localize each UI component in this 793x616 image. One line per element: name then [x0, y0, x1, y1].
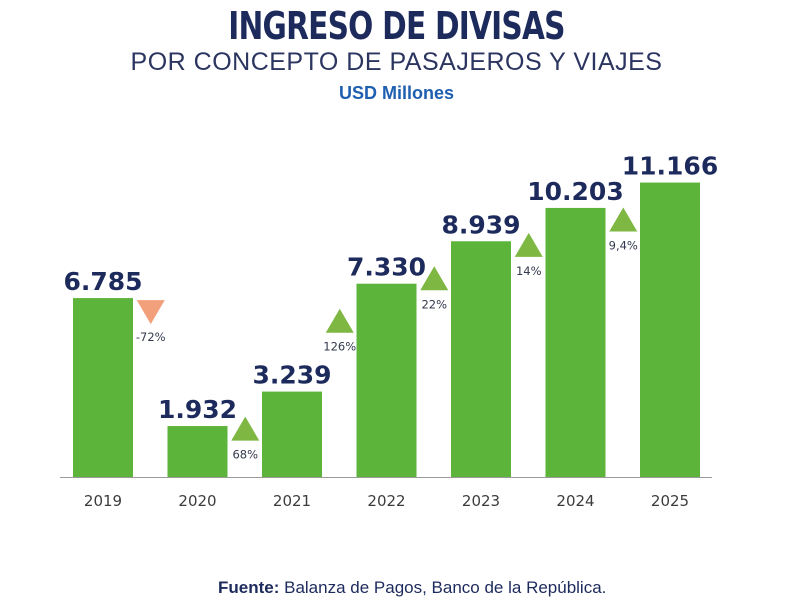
- value-label-2020: 1.932: [158, 395, 237, 424]
- value-label-2024: 10.203: [527, 177, 623, 206]
- change-label-5: 14%: [516, 264, 542, 278]
- change-up-triangle-icon-3: [325, 308, 354, 333]
- tick-label-2020: 2020: [178, 492, 216, 510]
- bar-2019: [73, 298, 133, 477]
- value-label-2023: 8.939: [441, 210, 520, 239]
- bar-2020: [167, 426, 228, 477]
- tick-label-2024: 2024: [556, 492, 594, 510]
- change-up-triangle-icon-2: [231, 416, 260, 441]
- chart-unit-label: USD Millones: [338, 83, 454, 103]
- tick-label-2025: 2025: [651, 492, 689, 510]
- tick-label-2019: 2019: [84, 492, 122, 510]
- tick-label-2023: 2023: [462, 492, 500, 510]
- source-text: Balanza de Pagos, Banco de la República.: [279, 578, 607, 597]
- bar-2023: [451, 241, 511, 477]
- chart-subtitle: POR CONCEPTO DE PASAJEROS Y VIAJES: [130, 48, 663, 76]
- tick-label-2021: 2021: [273, 492, 311, 510]
- bar-2025: [640, 182, 700, 477]
- source-label: Fuente:: [218, 578, 280, 597]
- chart-title: INGRESO DE DIVISAS: [228, 4, 565, 48]
- change-up-triangle-icon-5: [514, 232, 543, 257]
- change-label-2: 68%: [232, 448, 258, 462]
- value-label-2025: 11.166: [622, 152, 718, 181]
- bar-2024: [545, 207, 606, 477]
- change-label-3: 126%: [323, 340, 356, 354]
- change-up-triangle-icon-6: [609, 207, 638, 232]
- change-label-4: 22%: [421, 297, 447, 311]
- change-up-triangle-icon-4: [420, 266, 449, 291]
- change-label-1: -72%: [136, 330, 166, 344]
- tick-label-2022: 2022: [367, 492, 405, 510]
- value-label-2019: 6.785: [63, 267, 142, 296]
- source-note: Fuente: Balanza de Pagos, Banco de la Re…: [218, 578, 606, 598]
- bar-2022: [356, 283, 417, 477]
- value-label-2021: 3.239: [252, 361, 331, 390]
- change-down-triangle-icon-1: [136, 300, 165, 325]
- bar-2021: [262, 391, 322, 477]
- change-label-6: 9,4%: [609, 239, 638, 253]
- value-label-2022: 7.330: [347, 253, 426, 282]
